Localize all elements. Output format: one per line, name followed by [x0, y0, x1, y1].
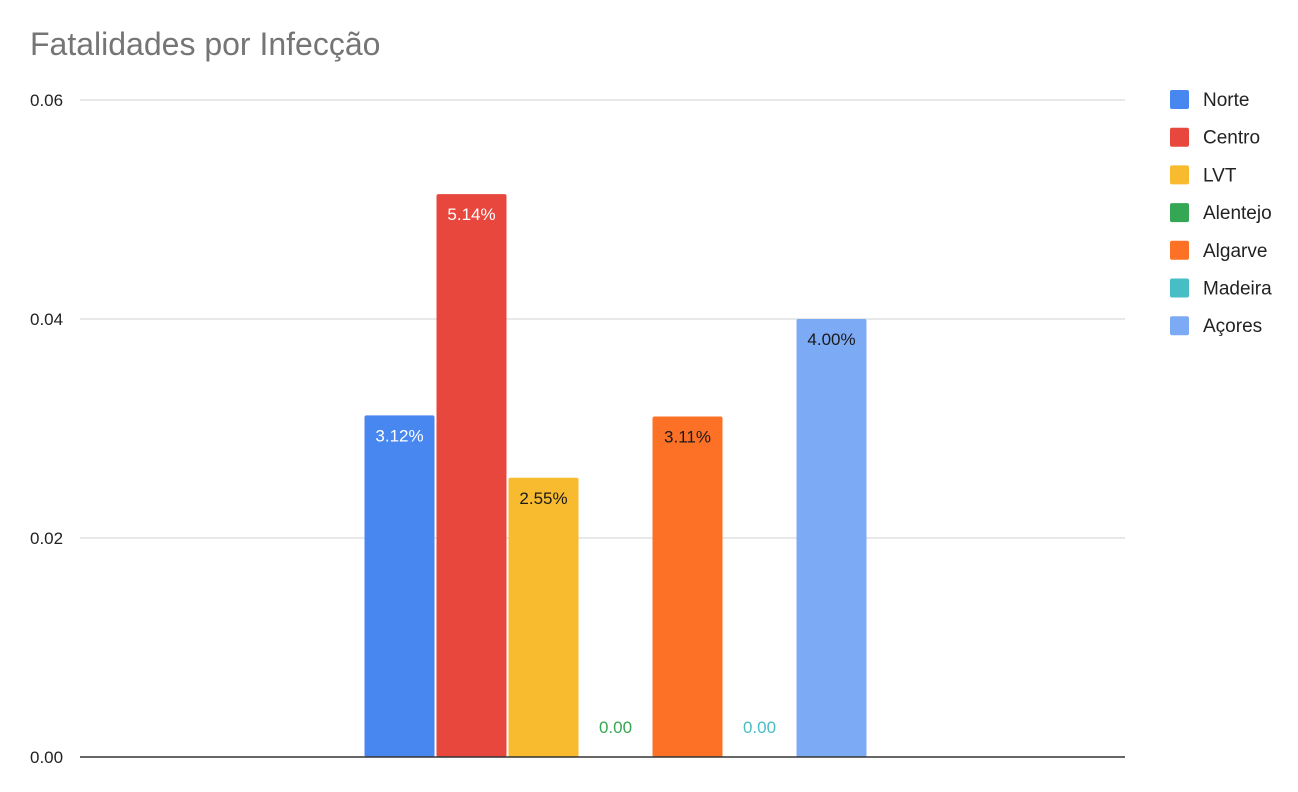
- chart-title: Fatalidades por Infecção: [30, 26, 381, 62]
- bar-centro: [436, 194, 507, 758]
- bar-algarve: [652, 416, 723, 757]
- data-label-madeira: 0.00: [743, 718, 776, 737]
- y-tick-label: 0.06: [30, 91, 63, 110]
- legend-swatch-lvt: [1170, 165, 1189, 185]
- legend-label-centro: Centro: [1203, 128, 1260, 149]
- data-label-alentejo: 0.00: [599, 718, 632, 737]
- legend-label-lvt: LVT: [1203, 165, 1237, 186]
- legend-label-norte: Norte: [1203, 90, 1249, 111]
- data-label-algarve: 3.11%: [664, 427, 711, 446]
- y-tick-label: 0.04: [30, 310, 63, 329]
- gridlines: [80, 99, 1125, 539]
- bar-lvt: [508, 477, 579, 757]
- legend-swatch-norte: [1170, 90, 1189, 109]
- legend-swatch-alentejo: [1170, 203, 1189, 223]
- legend-swatch-algarve: [1170, 240, 1189, 260]
- y-tick-label: 0.00: [30, 748, 63, 767]
- legend-label-madeira: Madeira: [1203, 279, 1272, 300]
- y-axis-ticks: 0.00 0.02 0.04 0.06: [30, 91, 63, 767]
- bars: [364, 194, 867, 758]
- data-label-lvt: 2.55%: [519, 489, 567, 508]
- legend-label-acores: Açores: [1203, 316, 1262, 337]
- legend-label-alentejo: Alentejo: [1203, 203, 1272, 224]
- data-label-acores: 4.00%: [807, 330, 855, 349]
- data-label-norte: 3.12%: [375, 426, 423, 445]
- legend-label-algarve: Algarve: [1203, 241, 1267, 262]
- legend-swatch-acores: [1170, 316, 1189, 336]
- bar-norte: [364, 415, 435, 757]
- legend-swatch-madeira: [1170, 278, 1189, 298]
- legend-swatch-centro: [1170, 127, 1189, 147]
- legend: Norte Centro LVT Alentejo Algarve Madeira Açor…: [1170, 90, 1272, 337]
- data-labels: 3.12% 5.14% 2.55% 0.00 3.11% 0.00 4.00%: [375, 205, 855, 737]
- bar-acores: [796, 319, 867, 757]
- data-label-centro: 5.14%: [447, 205, 495, 224]
- y-tick-label: 0.02: [30, 529, 63, 548]
